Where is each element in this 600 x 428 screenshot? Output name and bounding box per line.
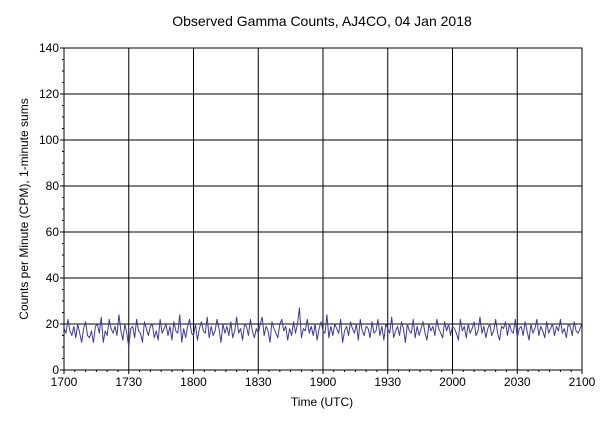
x-tick-label: 1800	[180, 375, 207, 389]
x-axis-label: Time (UTC)	[291, 395, 353, 409]
x-tick-label: 1700	[51, 375, 78, 389]
y-tick-label: 60	[46, 225, 60, 239]
x-tick-label: 1730	[115, 375, 142, 389]
chart-title: Observed Gamma Counts, AJ4CO, 04 Jan 201…	[172, 13, 472, 29]
y-tick-label: 120	[39, 87, 59, 101]
x-tick-label: 1830	[245, 375, 272, 389]
y-tick-label: 0	[52, 363, 59, 377]
series-layer	[63, 307, 583, 348]
y-tick-label: 140	[39, 41, 59, 55]
y-tick-label: 20	[46, 317, 60, 331]
axis-ticks: 0 20 40 60 80 100 120 140 1700 1730 1800 1830 1900 19…	[39, 41, 596, 389]
x-tick-label: 2030	[504, 375, 531, 389]
y-tick-label: 100	[39, 133, 59, 147]
y-tick-label: 40	[46, 271, 60, 285]
x-tick-label: 2000	[439, 375, 466, 389]
x-tick-label: 2100	[569, 375, 596, 389]
y-tick-label: 80	[46, 179, 60, 193]
series-line	[63, 307, 583, 348]
x-tick-label: 1900	[310, 375, 337, 389]
grid	[64, 48, 582, 370]
x-tick-label: 1930	[374, 375, 401, 389]
y-axis-label: Counts per Minute (CPM), 1-minute sums	[17, 98, 31, 319]
